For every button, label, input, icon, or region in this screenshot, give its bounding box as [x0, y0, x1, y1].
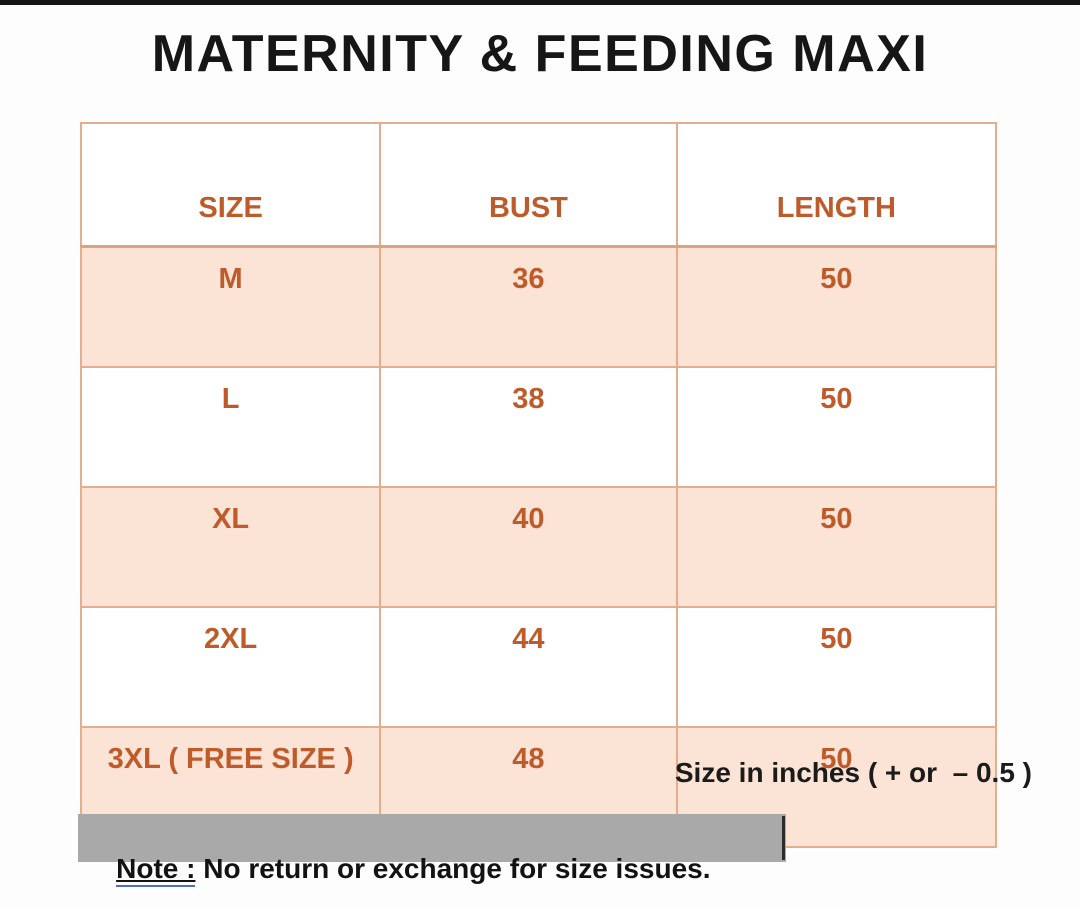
size-chart-table: SIZE BUST LENGTH M 36 50 L 38 50 XL 40 5…	[79, 122, 998, 848]
note-highlight-bar: Note : No return or exchange for size is…	[78, 814, 786, 887]
cell-length: 50	[675, 366, 998, 488]
note-label: Note :	[116, 853, 196, 887]
cell-size: XL	[79, 486, 382, 608]
cell-bust: 44	[379, 606, 678, 728]
table-row: L 38 50	[79, 366, 998, 488]
cell-size: M	[79, 245, 382, 368]
table-header-row: SIZE BUST LENGTH	[79, 122, 998, 248]
cell-length: 50	[675, 606, 998, 728]
cell-length: 50	[675, 245, 998, 368]
cell-size: L	[79, 366, 382, 488]
page-title: MATERNITY & FEEDING MAXI	[151, 25, 929, 83]
table-row: XL 40 50	[79, 486, 998, 608]
top-border-band	[0, 0, 1080, 5]
table-row: M 36 50	[79, 245, 998, 368]
note-text: No return or exchange for size issues.	[195, 853, 711, 884]
units-note: Size in inches ( + or – 0.5 )	[674, 757, 1032, 788]
column-header-length: LENGTH	[675, 122, 998, 248]
cell-length: 50	[675, 486, 998, 608]
column-header-bust: BUST	[379, 122, 678, 248]
cell-bust: 36	[379, 245, 678, 368]
column-header-size: SIZE	[79, 122, 382, 248]
text-cursor-caret	[782, 816, 785, 860]
cell-bust: 38	[379, 366, 678, 488]
cell-bust: 40	[379, 486, 678, 608]
cell-size: 2XL	[79, 606, 382, 728]
table-row: 2XL 44 50	[79, 606, 998, 728]
